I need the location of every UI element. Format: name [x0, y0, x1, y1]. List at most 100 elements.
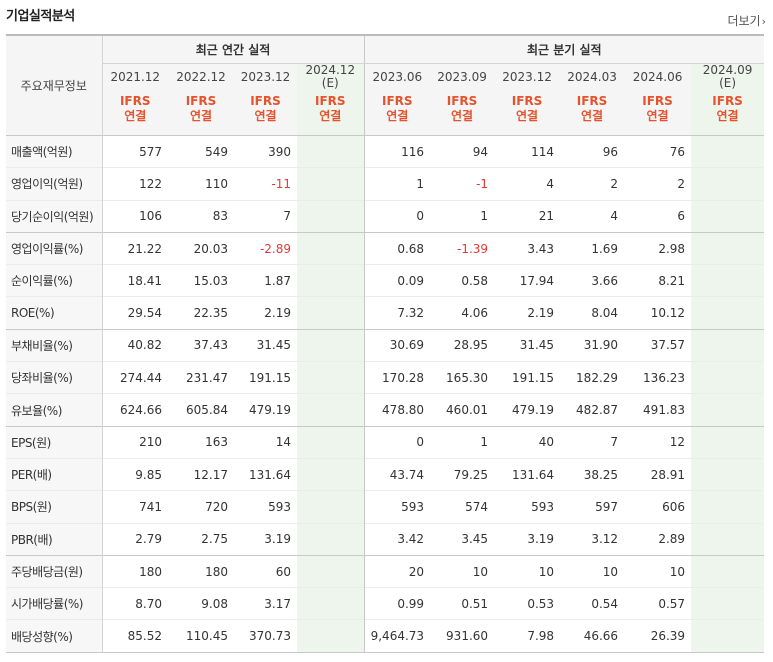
- row-label: PBR(배): [6, 523, 103, 556]
- table-cell: [297, 361, 365, 394]
- table-cell: 0.51: [461, 596, 489, 611]
- table-cell: 20.03: [168, 231, 234, 265]
- table-cell: [297, 523, 365, 556]
- row-label: 시가배당률(%): [6, 587, 103, 620]
- table-cell: 0.09: [363, 264, 431, 297]
- table-cell: 31.45: [494, 328, 561, 362]
- table-cell: 0: [363, 200, 431, 233]
- consolidated-label: 연결: [451, 108, 474, 123]
- table-cell: 478.80: [363, 393, 431, 427]
- table-cell: 593: [531, 499, 555, 514]
- table-row: 유보율(%) 624.66 605.84 479.19 478.80 460.01 479.…: [6, 393, 765, 427]
- table-cell: 4: [546, 176, 555, 191]
- table-cell: 46.66: [583, 629, 619, 644]
- ifrs-label: IFRS: [446, 93, 478, 108]
- accounting-standard: IFRS 연결: [494, 89, 561, 136]
- table-cell: [297, 425, 365, 459]
- table-cell: [691, 393, 765, 427]
- table-cell: 7.98: [527, 629, 555, 644]
- table-cell: 597: [595, 499, 619, 514]
- table-cell: 482.87: [576, 403, 619, 418]
- table-cell: 0.53: [527, 596, 555, 611]
- table-cell: 0: [363, 425, 431, 459]
- table-cell: -1.39: [430, 231, 495, 265]
- ifrs-label: IFRS: [119, 93, 151, 108]
- table-cell: 110.45: [186, 629, 228, 644]
- table-cell: 1: [430, 425, 495, 459]
- table-cell: 6: [677, 209, 686, 224]
- table-row: 시가배당률(%) 8.70 9.08 3.17 0.99 0.51 0.53 0.54 0.57: [6, 587, 765, 620]
- consolidated-label: 연결: [386, 108, 409, 123]
- accounting-standard: IFRS 연결: [624, 89, 692, 136]
- table-row: 당좌비율(%) 274.44 231.47 191.15 170.28 165.30 191…: [6, 361, 765, 394]
- ifrs-label: IFRS: [185, 93, 217, 108]
- table-cell: [691, 328, 765, 362]
- table-cell: 2.19: [264, 306, 291, 321]
- table-row: 부채비율(%) 40.82 37.43 31.45 30.69 28.95 31.45 31.…: [6, 328, 765, 362]
- table-cell: 110: [205, 176, 228, 191]
- table-cell: 479.19: [249, 403, 291, 418]
- table-cell: [297, 490, 365, 524]
- consolidated-label: 연결: [189, 108, 213, 123]
- table-cell: [691, 490, 765, 524]
- table-cell: 0.99: [363, 587, 431, 620]
- more-link[interactable]: 더보기›: [727, 12, 766, 29]
- table-cell: [297, 200, 365, 233]
- table-cell: 28.95: [430, 328, 495, 362]
- table-cell: 10: [494, 554, 561, 588]
- chevron-right-icon: ›: [761, 15, 766, 28]
- table-cell: 4: [610, 209, 619, 224]
- accounting-standard: IFRS 연결: [560, 89, 625, 136]
- period-label: 2024.09: [702, 62, 753, 77]
- ifrs-label: IFRS: [382, 93, 413, 108]
- table-cell: 2.75: [201, 532, 228, 547]
- table-cell: 136.23: [643, 370, 686, 385]
- table-cell: [297, 231, 365, 265]
- table-cell: [691, 619, 765, 653]
- table-row: 당기순이익(억원) 106 83 7 0 1 21 4 6: [6, 200, 765, 233]
- period-header: 2023.12: [234, 63, 297, 90]
- table-cell: 10: [624, 554, 692, 588]
- table-cell: 10.12: [650, 306, 686, 321]
- table-cell: [297, 554, 365, 588]
- table-cell: 605.84: [186, 403, 228, 418]
- table-cell: 720: [205, 499, 228, 514]
- table-cell: 3.19: [264, 532, 291, 547]
- table-cell: 114: [494, 134, 561, 168]
- consolidated-label: 연결: [716, 108, 739, 123]
- table-cell: 2.79: [135, 532, 162, 547]
- table-cell: 83: [212, 209, 228, 224]
- row-label: 배당성향(%): [6, 619, 103, 653]
- row-label: 당기순이익(억원): [6, 200, 103, 233]
- table-cell: [297, 328, 365, 362]
- consolidated-label: 연결: [124, 108, 147, 123]
- table-cell: 9.08: [201, 596, 228, 611]
- table-cell: 28.91: [650, 467, 686, 482]
- table-cell: [691, 523, 765, 556]
- table-cell: 574: [465, 499, 489, 514]
- table-cell: 593: [268, 499, 291, 514]
- table-cell: 165.30: [446, 370, 489, 385]
- table-cell: [691, 200, 765, 233]
- period-header: 2023.12: [494, 63, 561, 90]
- table-cell: 22.35: [193, 306, 228, 321]
- table-cell: 8.04: [591, 306, 619, 321]
- row-label: PER(배): [6, 458, 103, 491]
- table-cell: -2.89: [234, 231, 297, 265]
- row-label: 부채비율(%): [6, 328, 103, 362]
- table-cell: [691, 458, 765, 491]
- table-cell: 8.21: [658, 273, 686, 288]
- row-label: 영업이익(억원): [6, 167, 103, 201]
- table-cell: 1: [363, 167, 431, 201]
- consolidated-label: 연결: [516, 108, 539, 123]
- table-cell: [691, 587, 765, 620]
- table-cell: 3.42: [363, 523, 431, 556]
- table-cell: 231.47: [186, 370, 228, 385]
- row-label: EPS(원): [6, 425, 103, 459]
- table-cell: [691, 134, 765, 168]
- table-cell: 2: [610, 176, 619, 191]
- table-cell: 10: [560, 554, 625, 588]
- table-cell: 460.01: [446, 403, 489, 418]
- row-label: 유보율(%): [6, 393, 103, 427]
- table-cell: [691, 361, 765, 394]
